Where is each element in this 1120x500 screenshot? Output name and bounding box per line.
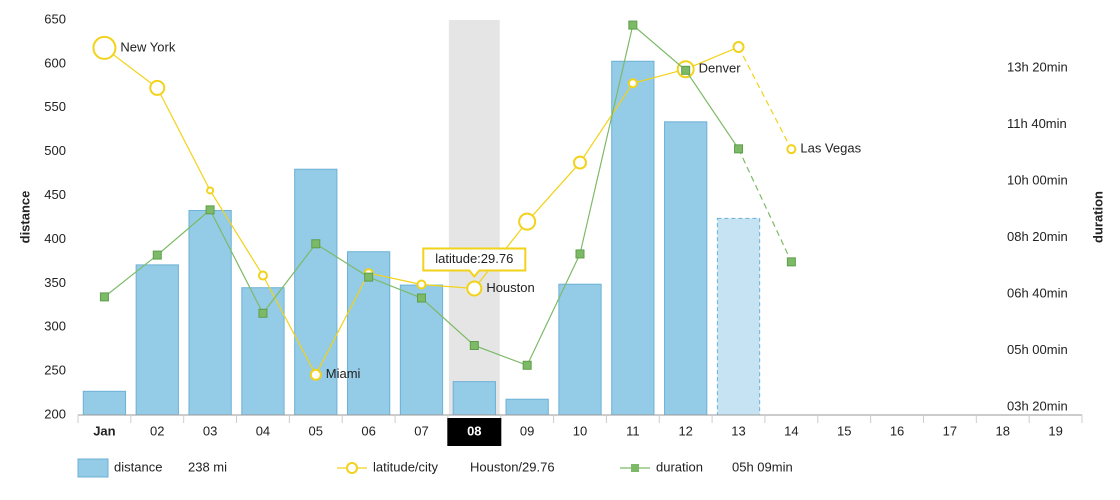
legend-label: latitude/city (373, 459, 439, 474)
point (573, 155, 587, 170)
point (732, 41, 745, 54)
y-tick-label: 200 (44, 406, 66, 421)
x-tick-label: 18 (996, 423, 1010, 438)
point (152, 250, 162, 260)
point (416, 293, 426, 303)
cursor-band (448, 20, 500, 415)
line (737, 148, 792, 263)
x-tick-label: 15 (837, 423, 851, 438)
y-axis-label: distance (17, 191, 32, 244)
city-label: Denver (699, 61, 742, 76)
point (786, 257, 796, 267)
y-tick-label: 600 (44, 55, 66, 70)
point (311, 239, 321, 249)
bar (716, 217, 761, 416)
x-tick-label: 14 (784, 423, 798, 438)
y2-tick-label: 13h 20min (1007, 59, 1068, 74)
bar (188, 209, 232, 416)
y2-tick-label: 10h 00min (1007, 172, 1068, 187)
legend-value: 05h 09min (732, 459, 793, 474)
bar (82, 390, 127, 416)
x-tick-label: 04 (256, 423, 270, 438)
bar (452, 381, 496, 416)
x-tick-label: 09 (520, 423, 534, 438)
legend-marker (631, 464, 639, 472)
x-tick-label: 08 (467, 423, 481, 438)
y-tick-label: 300 (44, 319, 66, 334)
point (627, 78, 638, 89)
x-tick-label: 19 (1048, 423, 1062, 438)
city-label: Houston (486, 280, 534, 295)
point (364, 272, 374, 282)
x-tick-label: 12 (678, 423, 692, 438)
y-tick-label: 500 (44, 143, 66, 158)
point (681, 65, 691, 75)
y2-tick-label: 11h 40min (1007, 116, 1067, 131)
legend-label: distance (114, 459, 162, 474)
city-label: Miami (326, 366, 361, 381)
y2-axis-label: duration (1090, 191, 1105, 243)
bar (505, 398, 549, 416)
x-tick-label: Jan (93, 423, 115, 438)
y2-tick-label: 03h 20min (1007, 399, 1068, 414)
x-tick-label: 17 (943, 423, 957, 438)
x-tick-label: 13 (731, 423, 745, 438)
bar (135, 264, 179, 416)
y-tick-label: 250 (44, 363, 66, 378)
point (575, 249, 585, 259)
y2-tick-label: 05h 00min (1007, 342, 1068, 357)
x-tick-label: 06 (361, 423, 375, 438)
point (257, 270, 268, 281)
y-tick-label: 350 (44, 275, 66, 290)
point (416, 279, 427, 290)
point (628, 20, 638, 30)
city-label: New York (120, 39, 175, 54)
x-tick-label: 07 (414, 423, 428, 438)
city-label: Las Vegas (800, 141, 861, 156)
y-tick-label: 650 (44, 11, 66, 26)
tooltip-box (422, 247, 527, 279)
x-tick-label: 03 (203, 423, 217, 438)
cursor-label-bg (447, 418, 502, 446)
point (466, 280, 483, 297)
point (309, 368, 322, 381)
bar (611, 60, 655, 416)
bar (241, 287, 285, 416)
point (149, 79, 166, 96)
legend-value: Houston/29.76 (470, 459, 555, 474)
x-tick-label: 05 (309, 423, 323, 438)
point (92, 35, 117, 60)
y-tick-label: 450 (44, 187, 66, 202)
point (469, 340, 479, 350)
x-tick-label: 16 (890, 423, 904, 438)
y-tick-label: 400 (44, 231, 66, 246)
x-tick-label: 11 (626, 423, 640, 438)
legend-label: duration (656, 459, 703, 474)
x-tick-label: 02 (150, 423, 164, 438)
point (205, 205, 215, 215)
x-tick-label: 10 (573, 423, 587, 438)
point (518, 212, 537, 231)
point (258, 308, 268, 318)
bar (399, 284, 444, 416)
point (99, 292, 109, 302)
line (737, 46, 792, 150)
bar (664, 121, 708, 416)
tooltip-text: latitude:29.76 (435, 251, 513, 266)
y2-tick-label: 06h 40min (1007, 286, 1068, 301)
point (206, 186, 215, 195)
legend-marker (346, 462, 358, 474)
legend-value: 238 mi (188, 459, 227, 474)
bar (558, 283, 602, 416)
y2-tick-label: 08h 20min (1007, 229, 1068, 244)
legend-marker (77, 458, 109, 478)
point (522, 360, 532, 370)
point (734, 144, 744, 154)
y-tick-label: 550 (44, 99, 66, 114)
point (786, 144, 797, 155)
